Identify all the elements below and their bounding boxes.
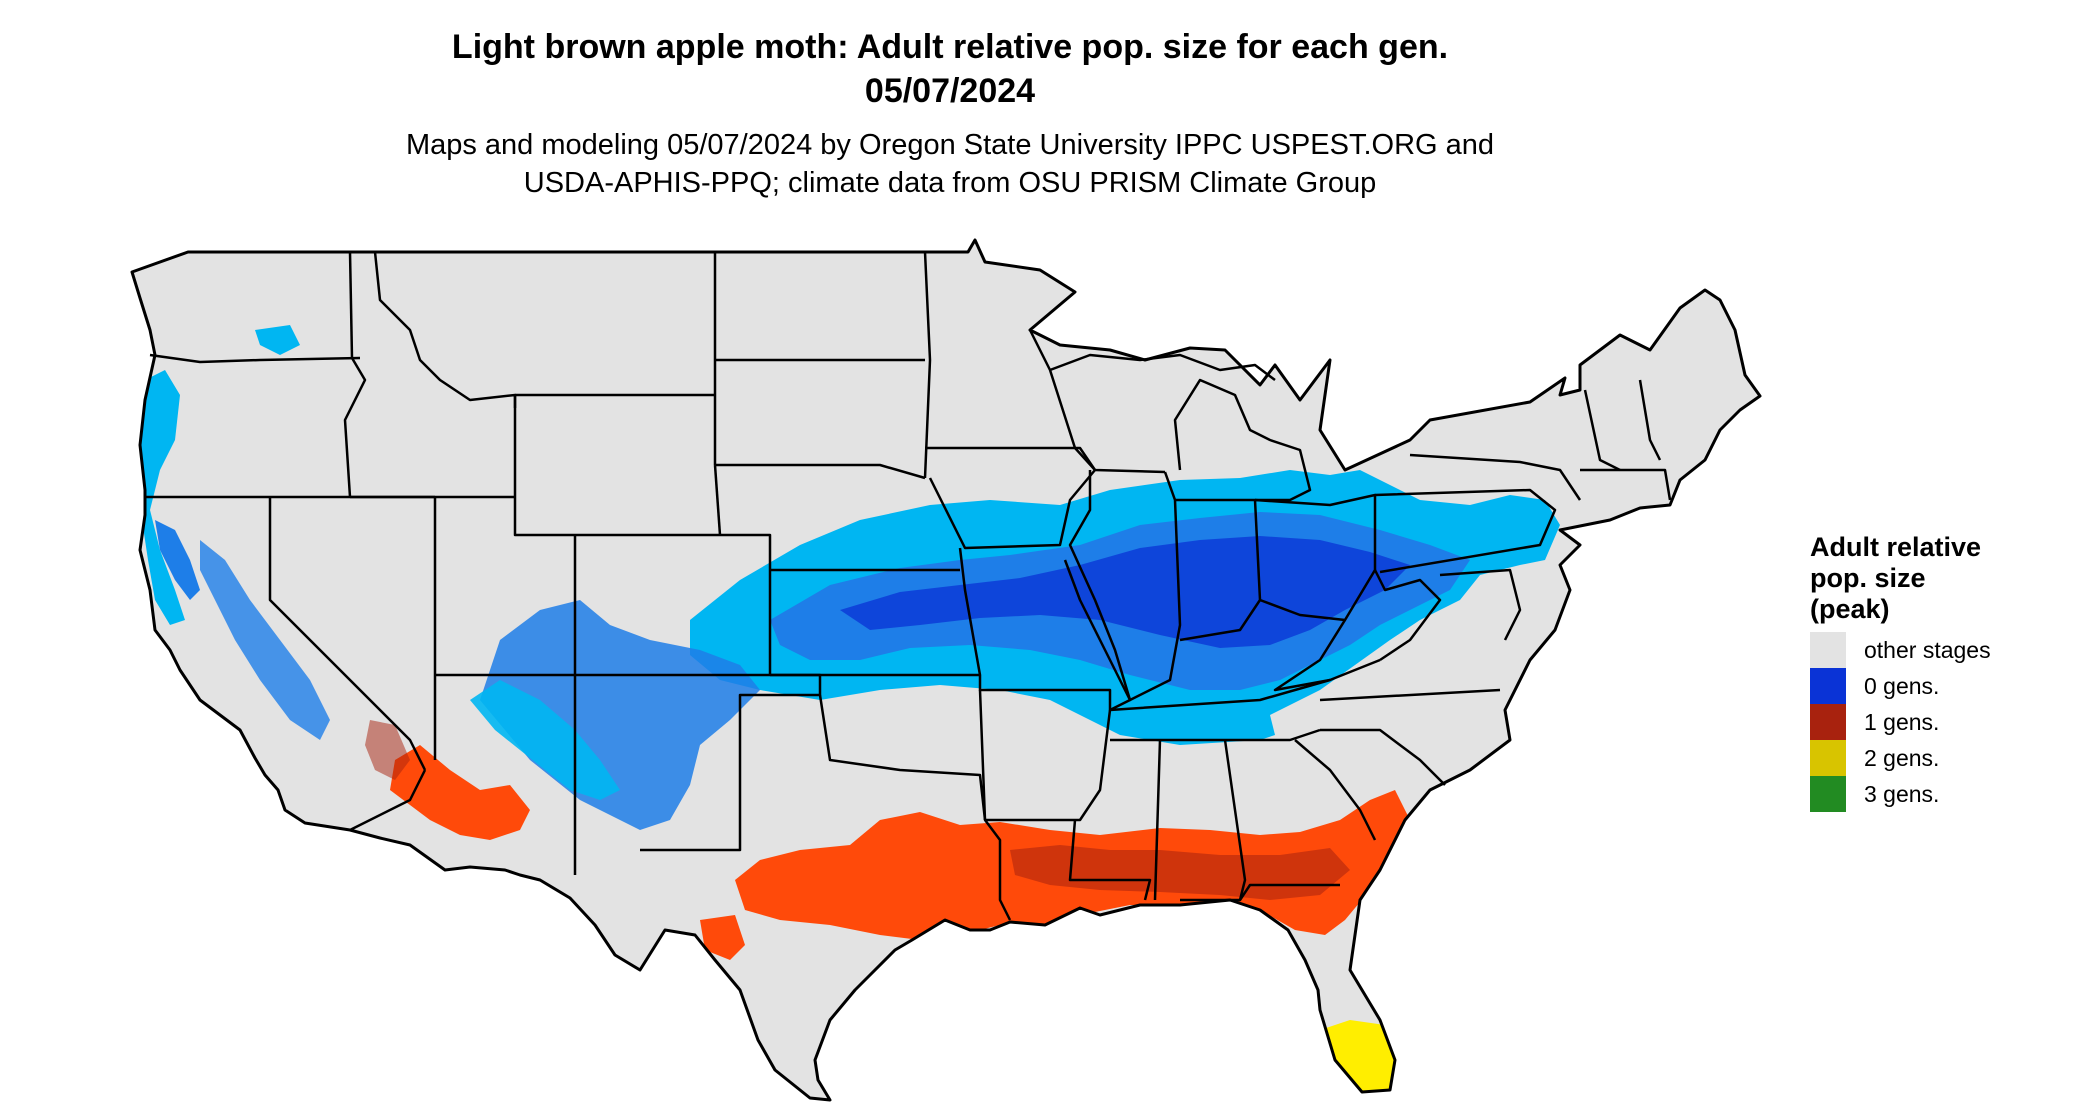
zone-gen0-southwest-light <box>470 680 620 800</box>
state-border-wa-id <box>348 251 354 359</box>
state-border-wv <box>1373 569 1442 662</box>
state-border-me <box>1638 379 1662 461</box>
state-border-ca-nv <box>268 497 427 771</box>
state-border-sd-ne <box>715 463 926 480</box>
legend-label: other stages <box>1864 637 1991 663</box>
zone-gen0-central-darkest <box>840 536 1410 648</box>
legend-title-line-3: (peak) <box>1810 594 1890 624</box>
state-border-ia <box>925 446 1097 550</box>
state-borders <box>145 251 1672 921</box>
state-border-nc-va <box>1319 688 1501 702</box>
state-border-ne-south <box>1580 468 1672 501</box>
zone-gen0-sierra <box>200 540 330 740</box>
legend-label: 3 gens. <box>1864 781 1940 807</box>
legend-label: 2 gens. <box>1864 745 1940 771</box>
state-outline-michigan <box>1173 378 1312 502</box>
state-border-ar <box>978 689 1112 822</box>
map-credit-line-1: Maps and modeling 05/07/2024 by Oregon S… <box>405 129 1495 161</box>
legend-item-3-gens: 3 gens. <box>1810 776 2080 812</box>
state-border-la <box>1068 819 1152 901</box>
zone-gen1-arizona-dark <box>365 720 410 780</box>
legend-item-0-gens: 0 gens. <box>1810 668 2080 704</box>
zone-gen1-texas-south <box>700 915 745 960</box>
state-border-wy-south <box>513 497 720 537</box>
legend-label: 1 gens. <box>1864 709 1940 735</box>
state-outline-michigan-up <box>1049 353 1276 381</box>
legend-label: 0 gens. <box>1864 673 1940 699</box>
state-border-il <box>1068 470 1182 702</box>
state-border-wy-east <box>713 464 722 536</box>
zone-gen0-washington <box>255 325 300 355</box>
state-border-nd-mn <box>923 251 932 479</box>
state-border-tx-la <box>984 819 1012 921</box>
map-body <box>130 238 1762 1102</box>
state-border-mo <box>958 547 1132 712</box>
state-border-id-mt <box>373 251 517 408</box>
zone-gen2-south-florida <box>1320 1020 1395 1092</box>
state-border-pa <box>1374 488 1557 574</box>
legend-swatch <box>1810 668 1846 704</box>
state-border-wa-or <box>149 353 361 364</box>
state-border-ky-tn <box>1109 678 1331 712</box>
zone-gen0-westcoast <box>140 370 185 625</box>
state-border-ga-fl <box>1180 883 1340 902</box>
zone-gen0-westcoast-dark <box>155 520 200 600</box>
state-border-al-ga <box>1223 739 1247 901</box>
legend-title-line-2: pop. size <box>1810 563 1926 593</box>
state-border-or-id <box>343 357 367 498</box>
state-border-ga-sc <box>1294 739 1377 841</box>
state-border-ok-tx <box>818 694 987 821</box>
state-border-ca-az <box>349 769 427 832</box>
legend-item-2-gens: 2 gens. <box>1810 740 2080 776</box>
state-border-ny <box>1409 453 1582 501</box>
legend-swatch <box>1810 740 1846 776</box>
legend-swatch <box>1810 776 1846 812</box>
state-border-vt-nh <box>1583 389 1621 472</box>
legend-item-other-stages: other stages <box>1810 632 2080 668</box>
legend-item-1-gens: 1 gens. <box>1810 704 2080 740</box>
state-border-md <box>1439 568 1522 641</box>
state-border-co-east <box>720 533 772 675</box>
legend-title-line-1: Adult relative <box>1810 532 1982 562</box>
map-credit-line-2: USDA-APHIS-PPQ; climate data from OSU PR… <box>523 167 1377 199</box>
legend-swatch <box>1810 632 1846 668</box>
map-title: Light brown apple moth: Adult relative p… <box>451 28 1449 66</box>
state-border-nc-sc <box>1320 728 1446 786</box>
state-border-ms-al <box>1153 739 1162 901</box>
state-border-wi <box>1028 329 1166 474</box>
state-border-tn-south <box>1110 728 1321 742</box>
zone-gen2-south-texas <box>865 1040 905 1068</box>
state-border-ky-va <box>1273 619 1381 692</box>
legend-swatch <box>1810 704 1846 740</box>
map-date: 05/07/2024 <box>864 72 1036 110</box>
